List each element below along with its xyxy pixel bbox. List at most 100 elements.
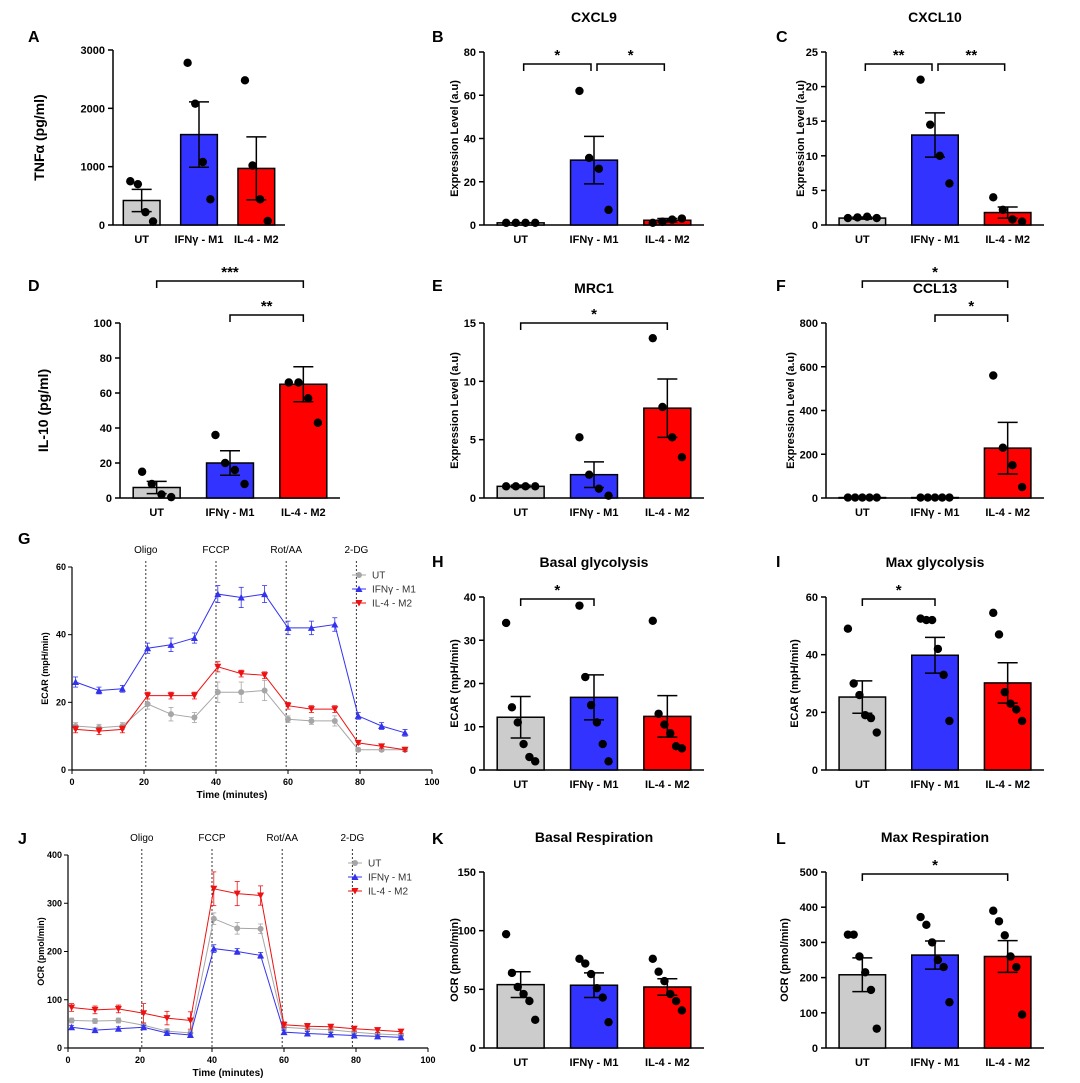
series-marker xyxy=(140,1023,148,1031)
series-marker xyxy=(397,1028,405,1036)
series-marker xyxy=(214,663,222,671)
category-label: IFNγ - M1 xyxy=(570,234,619,246)
panel-A: A 0 1000 2000 3000 TNFα (pg/ml) UT IFNγ - M1 IL-… xyxy=(28,29,285,246)
significance-label: * xyxy=(554,47,560,64)
y-tick-label: 0 xyxy=(470,493,476,505)
data-point xyxy=(843,493,853,502)
series-marker xyxy=(163,1015,171,1022)
data-point xyxy=(666,989,675,999)
data-point xyxy=(531,218,540,228)
y-tick-label: 600 xyxy=(800,362,818,374)
category-label: IL-4 - M2 xyxy=(985,779,1030,791)
significance-bracket xyxy=(519,598,595,606)
panel-letter-C: C xyxy=(776,29,788,46)
data-point xyxy=(133,179,143,189)
series-marker xyxy=(68,1023,76,1031)
x-tick-label: 80 xyxy=(351,1055,361,1065)
y-tick-label: 0 xyxy=(470,220,476,232)
x-axis-label: Time (minutes) xyxy=(197,790,268,801)
category-label: IFNγ - M1 xyxy=(570,1057,619,1069)
y-tick-label: 0 xyxy=(106,493,112,505)
significance-bracket xyxy=(934,314,1009,322)
series-line xyxy=(71,948,402,1038)
y-tick-label: 400 xyxy=(47,850,62,860)
series-marker xyxy=(401,746,409,754)
data-point xyxy=(667,215,677,224)
series-marker xyxy=(68,1017,75,1024)
data-point xyxy=(1006,699,1015,708)
significance-bracket xyxy=(864,63,933,71)
data-point xyxy=(575,954,584,964)
data-point xyxy=(147,479,157,489)
data-point xyxy=(872,1024,881,1033)
data-point xyxy=(861,968,870,977)
injection-label: Rot/AA xyxy=(266,833,298,844)
series-marker xyxy=(72,726,80,733)
data-point xyxy=(263,216,272,226)
series-marker xyxy=(190,692,198,700)
category-label: IL-4 - M2 xyxy=(645,779,690,791)
data-point xyxy=(849,930,858,939)
series-marker xyxy=(68,1004,76,1011)
data-point xyxy=(584,153,594,163)
data-point xyxy=(865,493,874,502)
series-marker xyxy=(234,925,241,932)
y-tick-label: 200 xyxy=(800,449,818,461)
series-marker xyxy=(354,739,362,747)
y-axis-label: Expression Level (a.u) xyxy=(795,80,807,197)
data-point xyxy=(677,214,687,223)
significance-bracket xyxy=(861,598,936,606)
series-marker xyxy=(237,670,245,678)
data-point xyxy=(511,482,521,491)
data-point xyxy=(183,58,192,68)
data-point xyxy=(575,86,584,96)
panel-letter-G: G xyxy=(18,531,30,548)
series-marker xyxy=(163,1029,171,1037)
y-tick-label: 0 xyxy=(470,765,476,777)
data-point xyxy=(916,493,925,502)
data-point xyxy=(998,443,1008,452)
panel-letter-J: J xyxy=(18,831,27,848)
significance-label: ** xyxy=(261,298,273,315)
chart-title: CCL13 xyxy=(913,280,958,296)
data-point xyxy=(137,467,147,476)
data-point xyxy=(945,716,954,726)
y-axis-label: ECAR (mpH/min) xyxy=(449,639,461,728)
significance-bracket xyxy=(596,63,666,71)
data-point xyxy=(126,177,135,186)
category-label: IL-4 - M2 xyxy=(985,1057,1030,1069)
series-marker xyxy=(351,873,359,880)
y-tick-label: 0 xyxy=(61,765,66,775)
data-point xyxy=(294,378,303,387)
y-tick-label: 50 xyxy=(464,984,476,996)
series-marker xyxy=(237,593,245,601)
data-point xyxy=(313,418,323,427)
series-marker xyxy=(355,585,363,592)
series-marker xyxy=(355,600,363,607)
series-marker xyxy=(72,678,80,686)
y-tick-label: 20 xyxy=(806,82,818,94)
injection-label: FCCP xyxy=(198,833,226,844)
data-point xyxy=(677,452,687,462)
significance-bracket xyxy=(519,322,669,330)
y-tick-label: 20 xyxy=(464,679,476,691)
y-tick-label: 40 xyxy=(464,134,476,146)
category-label: IL-4 - M2 xyxy=(985,234,1030,246)
injection-label: 2-DG xyxy=(340,833,364,844)
y-tick-label: 0 xyxy=(812,493,818,505)
y-tick-label: 40 xyxy=(806,650,818,662)
x-axis-label: Time (minutes) xyxy=(193,1068,264,1079)
significance-bracket xyxy=(861,280,1009,288)
data-point xyxy=(843,213,853,223)
y-tick-label: 30 xyxy=(464,635,476,647)
series-marker xyxy=(210,885,218,893)
data-point xyxy=(501,618,511,628)
bar-m2 xyxy=(643,986,692,1049)
series-marker xyxy=(374,1032,382,1040)
series-marker xyxy=(167,692,175,700)
data-point xyxy=(998,205,1008,214)
data-point xyxy=(604,1017,613,1027)
panel-D: D 0 20 40 60 80 100 IL-10 (pg/ml) UT IFNγ - M1 IL-… xyxy=(28,264,340,519)
series-marker xyxy=(167,641,175,648)
data-point xyxy=(933,644,943,654)
